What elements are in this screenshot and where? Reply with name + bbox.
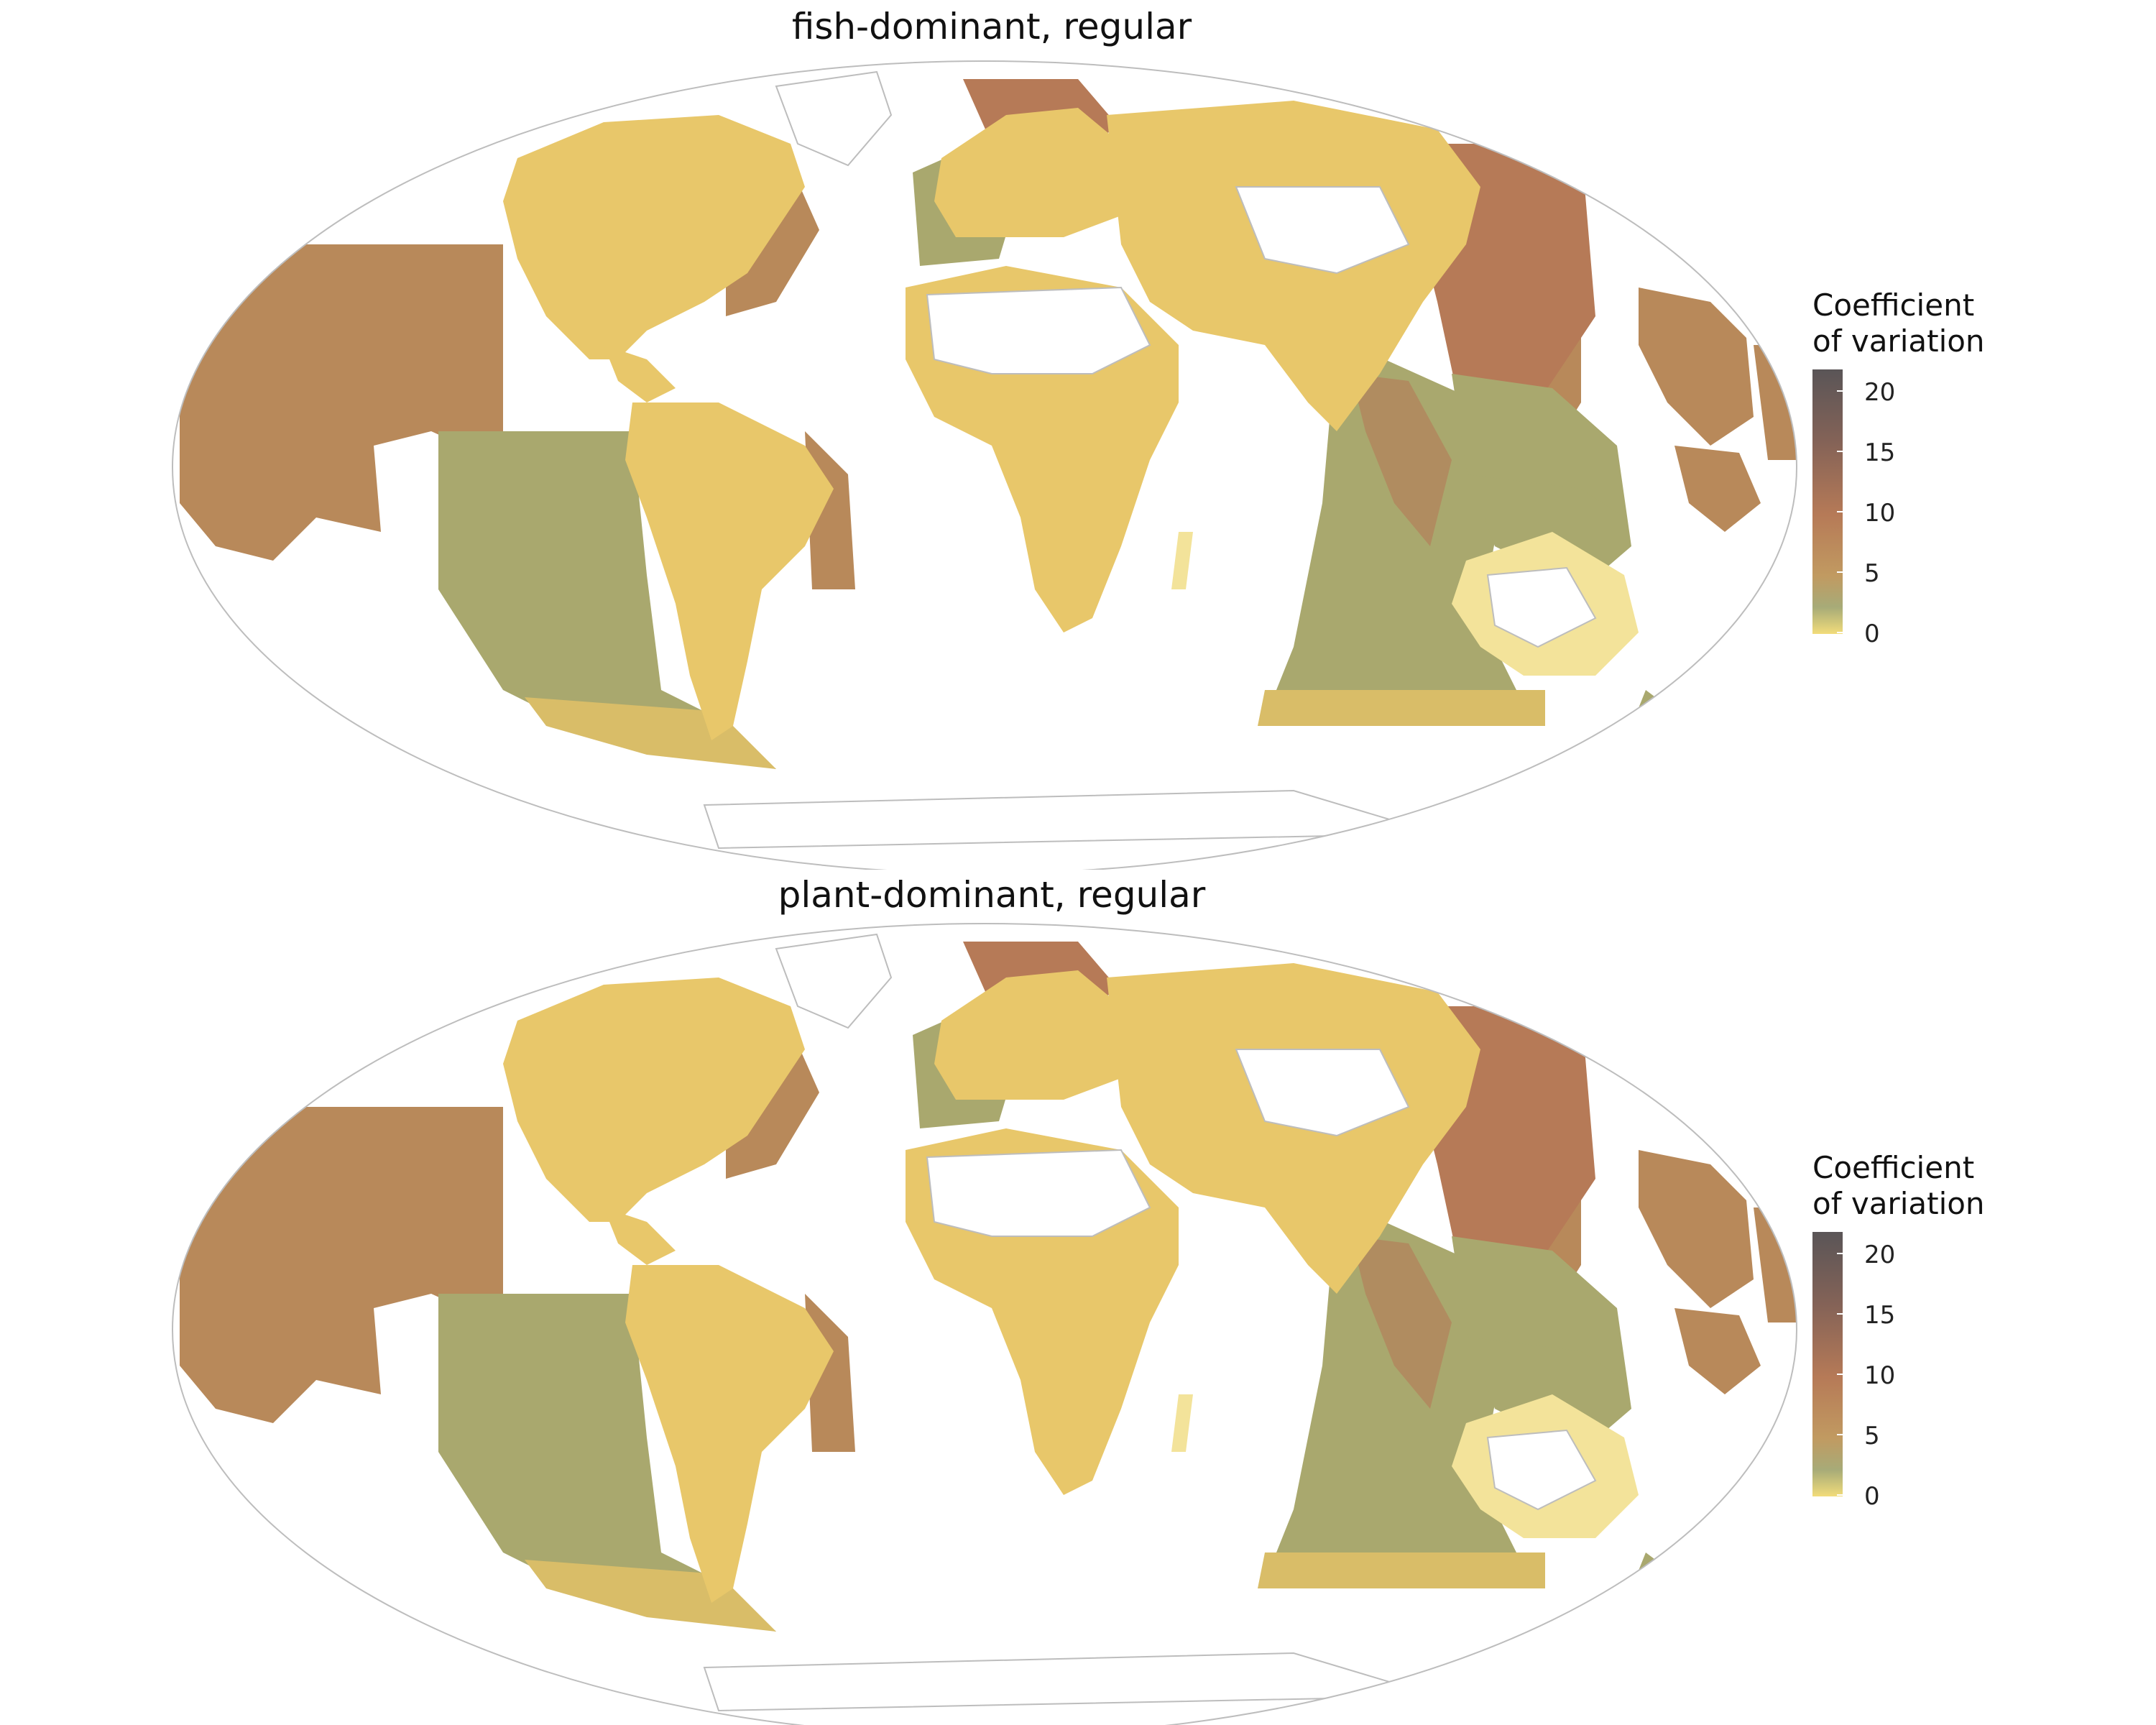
ocean-patch-pacific-far-east xyxy=(1754,1208,1797,1322)
land-europe xyxy=(934,108,1121,237)
land-australia-interior xyxy=(1486,1429,1597,1511)
land-asia xyxy=(1107,963,1480,1294)
ocean-patch-pacific-east xyxy=(1639,1150,1754,1308)
land-indonesia xyxy=(1466,1337,1624,1394)
legend-title-line-1: Coefficient xyxy=(1812,1150,1975,1185)
ocean-patch-pacific-far-east xyxy=(1754,345,1797,460)
color-legend: Coefficient of variation 20 15 10 5 0 xyxy=(1812,1150,1985,1511)
land-asia xyxy=(1107,101,1480,431)
map-title: fish-dominant, regular xyxy=(791,6,1192,47)
ocean-region-north-pacific xyxy=(180,244,589,561)
legend-title-line-1: Coefficient xyxy=(1812,288,1975,323)
land-madagascar xyxy=(1171,532,1193,589)
land-antarctica xyxy=(703,789,1438,850)
legend-color-bar xyxy=(1812,369,1843,634)
legend-tick-label: 0 xyxy=(1864,620,1880,648)
land-europe xyxy=(934,970,1121,1100)
legend-tick-label: 0 xyxy=(1864,1482,1880,1511)
land-south-america xyxy=(625,402,834,740)
legend-tick-label: 20 xyxy=(1864,378,1896,407)
ocean-region-indian-coast xyxy=(1351,374,1452,546)
legend-tick-label: 5 xyxy=(1864,559,1880,588)
legend-tick-label: 15 xyxy=(1864,438,1896,467)
ocean-region-indian-ocean-south xyxy=(1258,1552,1545,1588)
map-outline xyxy=(172,923,1797,1725)
ocean-region-south-china-sea xyxy=(1452,1236,1631,1452)
land-australia-interior xyxy=(1486,566,1597,648)
land-south-america xyxy=(625,1265,834,1603)
ocean-region-indian-coast xyxy=(1351,1236,1452,1409)
ocean-patch-pacific-east-2 xyxy=(1674,1308,1761,1394)
ocean-region-south-china-sea xyxy=(1452,374,1631,589)
legend-tick-label: 10 xyxy=(1864,499,1896,528)
legend-tick-label: 20 xyxy=(1864,1241,1896,1269)
land-central-asia-desert xyxy=(1235,186,1410,275)
map-panel-fish-dominant: fish-dominant, regular xyxy=(172,6,1985,870)
ocean-region-indian-ocean-south xyxy=(1258,690,1545,726)
land-greenland xyxy=(775,70,893,167)
ocean-region-north-pacific xyxy=(180,1107,589,1423)
land-sahara xyxy=(926,1149,1151,1237)
ocean-region-southeast-pacific xyxy=(438,431,776,769)
legend-tick-label: 5 xyxy=(1864,1422,1880,1450)
legend-tick-label: 10 xyxy=(1864,1361,1896,1390)
land-antarctica xyxy=(703,1652,1438,1712)
land-central-america xyxy=(604,1208,676,1265)
land-central-america xyxy=(604,345,676,402)
land-north-america xyxy=(503,978,805,1222)
map-outline xyxy=(172,60,1797,870)
world-map xyxy=(172,60,1797,870)
world-map xyxy=(172,923,1797,1725)
legend-title-line-2: of variation xyxy=(1812,323,1985,359)
ocean-region-southeast-pacific xyxy=(438,1294,776,1632)
ocean-region-southeast-pacific-south xyxy=(525,697,776,769)
color-legend: Coefficient of variation 20 15 10 5 0 xyxy=(1812,288,1985,648)
legend-color-bar xyxy=(1812,1232,1843,1496)
legend-tick-label: 15 xyxy=(1864,1301,1896,1330)
land-sahara xyxy=(926,286,1151,374)
map-panel-plant-dominant: plant-dominant, regular xyxy=(0,870,2156,1725)
map-title: plant-dominant, regular xyxy=(778,874,1206,916)
ocean-patch-pacific-east-2 xyxy=(1674,446,1761,532)
land-greenland xyxy=(775,933,893,1029)
land-central-asia-desert xyxy=(1235,1049,1410,1137)
ocean-region-southeast-pacific-south xyxy=(525,1560,776,1632)
legend-ticks: 20 15 10 5 0 xyxy=(1812,369,1956,648)
legend-title-line-2: of variation xyxy=(1812,1186,1985,1221)
legend-ticks: 20 15 10 5 0 xyxy=(1812,1232,1956,1511)
land-indonesia xyxy=(1466,474,1624,532)
land-north-america xyxy=(503,115,805,359)
land-madagascar xyxy=(1171,1394,1193,1452)
ocean-patch-pacific-east xyxy=(1639,288,1754,446)
